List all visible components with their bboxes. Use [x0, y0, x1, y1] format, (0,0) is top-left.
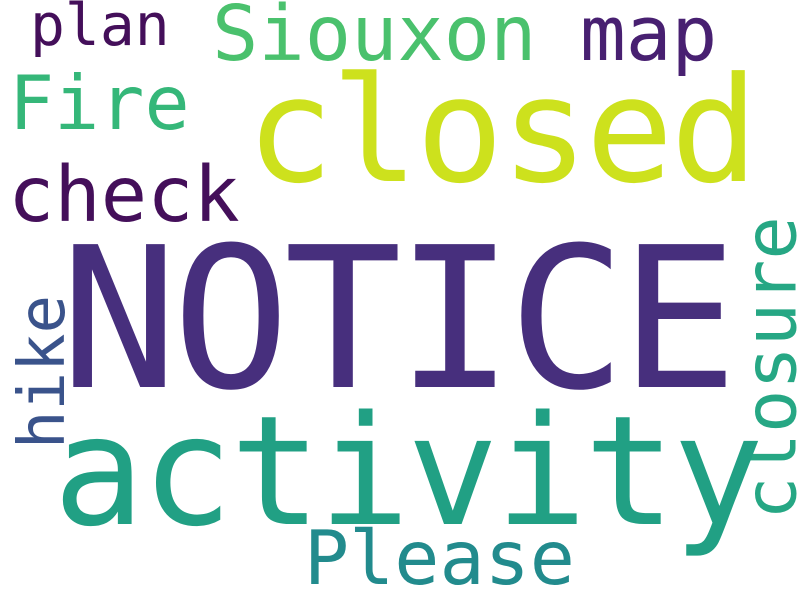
word-check: check [8, 151, 240, 240]
word-closed: closed [246, 46, 758, 216]
word-please: Please [304, 514, 575, 600]
word-siouxon: Siouxon [212, 0, 537, 79]
word-notice: NOTICE [60, 206, 738, 434]
word-plan: plan [30, 0, 170, 59]
word-activity: activity [53, 383, 764, 560]
word-fire: Fire [9, 59, 190, 147]
word-map: map [580, 0, 718, 78]
